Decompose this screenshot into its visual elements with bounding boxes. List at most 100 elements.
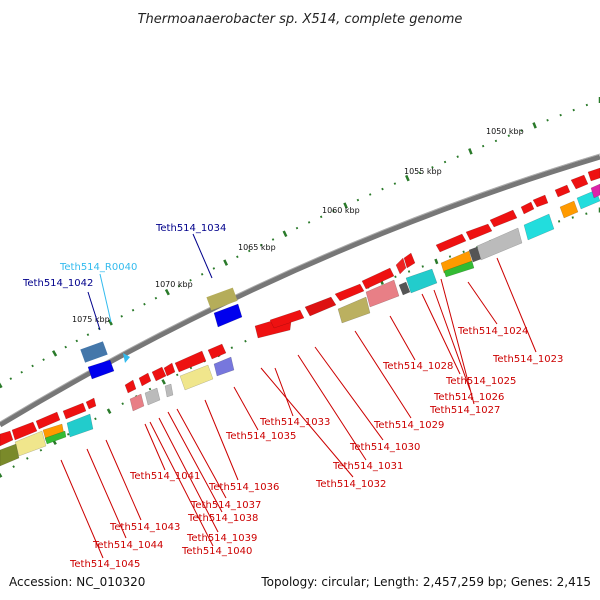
- gene-block[interactable]: [337, 296, 371, 324]
- gene-label[interactable]: Teth514_1027: [429, 405, 500, 416]
- gene-block[interactable]: [476, 227, 523, 261]
- gene-block[interactable]: [80, 341, 108, 363]
- cds-arrow[interactable]: [11, 421, 38, 441]
- gene-block[interactable]: [206, 287, 238, 311]
- gene-label[interactable]: Teth514_1024: [457, 326, 528, 337]
- cds-arrow[interactable]: [62, 402, 87, 420]
- gene-label[interactable]: Teth514_1035: [225, 431, 296, 442]
- cds-arrow[interactable]: [489, 209, 518, 228]
- gene-block[interactable]: [179, 364, 214, 391]
- scale-minor-tick: [120, 314, 123, 318]
- gene-label[interactable]: Teth514_R0040: [59, 262, 137, 273]
- gene-block[interactable]: [405, 268, 438, 294]
- gene-label[interactable]: Teth514_1029: [373, 420, 444, 431]
- cds-arrow[interactable]: [520, 201, 535, 215]
- cds-arrow[interactable]: [174, 350, 207, 373]
- scale-minor-tick: [200, 272, 204, 276]
- cds-arrow[interactable]: [35, 411, 61, 430]
- gene-block[interactable]: [44, 430, 67, 445]
- cds-arrow[interactable]: [269, 309, 305, 329]
- scale-minor-tick: [247, 249, 251, 253]
- gene-label[interactable]: Teth514_1036: [208, 482, 279, 493]
- gene-block[interactable]: [523, 213, 555, 241]
- gene-block[interactable]: [129, 393, 145, 412]
- trna-marker[interactable]: [123, 353, 130, 363]
- cds-arrow[interactable]: [85, 397, 97, 410]
- gene-block[interactable]: [398, 281, 411, 296]
- gene-label[interactable]: Teth514_1028: [382, 361, 453, 372]
- cds-arrow[interactable]: [151, 366, 167, 382]
- gene-label[interactable]: Teth514_1026: [433, 392, 504, 403]
- gene-label[interactable]: Teth514_1039: [186, 533, 257, 544]
- gene-label[interactable]: Teth514_1034: [155, 223, 226, 234]
- scale-minor-tick: [236, 255, 239, 259]
- cds-arrow[interactable]: [395, 257, 407, 275]
- scale-minor-tick: [494, 139, 498, 143]
- cds-arrow-blue[interactable]: [213, 303, 243, 328]
- gene-label[interactable]: Teth514_1045: [69, 559, 140, 570]
- scale-minor-tick: [520, 129, 523, 132]
- scale-label-1060: 1060 kbp: [322, 206, 360, 215]
- gene-label[interactable]: Teth514_1037: [190, 500, 261, 511]
- scale-major-tick: [468, 148, 473, 155]
- cds-arrow[interactable]: [532, 194, 549, 208]
- gene-label[interactable]: Teth514_1031: [332, 461, 403, 472]
- scale-minor-tick: [546, 118, 549, 122]
- scale-major-tick: [52, 350, 58, 357]
- cds-arrow[interactable]: [304, 296, 337, 317]
- cds-arrow[interactable]: [465, 223, 493, 241]
- gene-block[interactable]: [213, 356, 235, 377]
- gene-block[interactable]: [144, 387, 161, 406]
- cds-arrow[interactable]: [334, 283, 365, 302]
- gene-label[interactable]: Teth514_1040: [181, 546, 252, 557]
- gene-block[interactable]: [590, 183, 600, 199]
- scale-minor-tick: [26, 457, 29, 460]
- cds-arrow-blue[interactable]: [87, 359, 115, 380]
- cds-arrow[interactable]: [163, 362, 176, 377]
- gene-label[interactable]: Teth514_1032: [315, 479, 386, 490]
- gene-block[interactable]: [14, 430, 47, 457]
- scale-minor-tick: [421, 265, 424, 268]
- cds-arrow[interactable]: [435, 233, 467, 253]
- scale-minor-tick: [189, 278, 192, 282]
- cds-arrow[interactable]: [138, 372, 152, 387]
- gene-block[interactable]: [164, 383, 174, 398]
- gene-label[interactable]: Teth514_1043: [109, 522, 180, 533]
- gene-block[interactable]: [559, 200, 579, 219]
- gene-label[interactable]: Teth514_1038: [187, 513, 258, 524]
- gene-block[interactable]: [0, 443, 20, 467]
- gene-label[interactable]: Teth514_1030: [349, 442, 420, 453]
- gene-label[interactable]: Teth514_1042: [22, 278, 93, 289]
- cds-arrow[interactable]: [570, 174, 589, 190]
- gene-label[interactable]: Teth514_1044: [92, 540, 163, 551]
- scale-minor-tick: [66, 432, 70, 436]
- scale-label-1070: 1070 kbp: [155, 280, 193, 289]
- cds-arrow[interactable]: [361, 267, 395, 290]
- gene-label[interactable]: Teth514_1023: [492, 354, 563, 365]
- gene-block[interactable]: [443, 260, 475, 278]
- gene-block[interactable]: [66, 413, 94, 438]
- scale-minor-tick: [31, 364, 34, 368]
- cds-arrow[interactable]: [554, 184, 571, 198]
- scale-minor-tick: [476, 245, 479, 249]
- cds-arrow[interactable]: [207, 343, 227, 360]
- scale-minor-tick: [230, 346, 234, 350]
- scale-minor-tick: [131, 308, 135, 312]
- gene-label[interactable]: Teth514_1041: [129, 471, 200, 482]
- scale-major-tick: [405, 174, 410, 182]
- gene-block[interactable]: [365, 279, 400, 308]
- scale-minor-tick: [557, 220, 561, 223]
- map-title: Thermoanaerobacter sp. X514, complete ge…: [138, 12, 463, 27]
- gene-label[interactable]: Teth514_1025: [445, 376, 516, 387]
- scale-minor-tick: [143, 302, 146, 306]
- scale-minor-tick: [368, 193, 372, 196]
- scale-major-tick: [434, 258, 439, 265]
- scale-minor-tick: [448, 255, 452, 258]
- cds-arrow[interactable]: [587, 167, 600, 182]
- cds-arrow[interactable]: [403, 252, 416, 269]
- scale-minor-tick: [189, 366, 193, 370]
- cds-arrow[interactable]: [0, 430, 14, 447]
- gene-label[interactable]: Teth514_1033: [259, 417, 330, 428]
- scale-minor-tick: [295, 226, 299, 230]
- cds-arrow[interactable]: [124, 379, 137, 394]
